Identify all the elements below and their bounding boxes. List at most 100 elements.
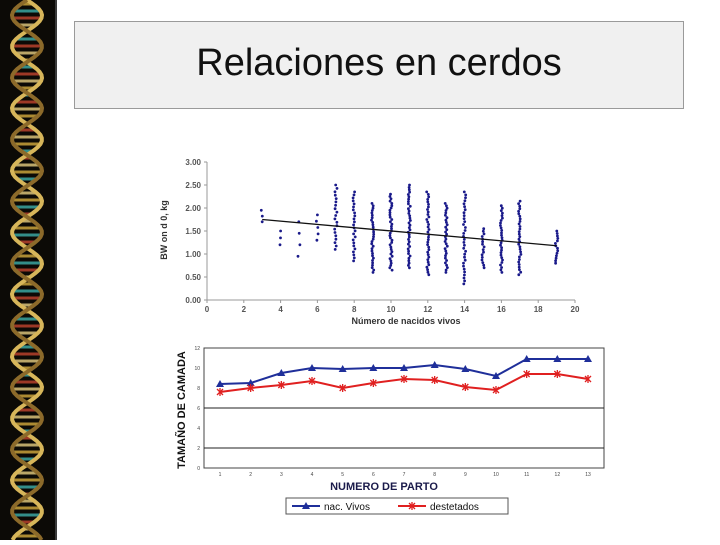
line-x-tick-label: 1 <box>219 472 222 478</box>
scatter-point <box>463 270 466 274</box>
line-x-tick-label: 8 <box>433 472 436 478</box>
scatter-point <box>389 220 392 224</box>
scatter-point <box>352 202 356 206</box>
scatter-point <box>407 202 410 206</box>
scatter-point <box>500 271 504 274</box>
scatter-point <box>352 244 356 248</box>
line-x-tick-label: 6 <box>372 472 375 478</box>
scatter-point <box>462 238 466 241</box>
scatter-point <box>445 223 449 227</box>
triangle-marker <box>430 361 439 368</box>
scatter-point <box>408 266 411 270</box>
scatter-x-tick-label: 8 <box>352 305 357 314</box>
scatter-point <box>443 247 447 250</box>
scatter-point <box>499 243 502 247</box>
scatter-point <box>296 254 300 258</box>
scatter-point <box>480 235 484 238</box>
scatter-x-tick-label: 10 <box>387 305 396 314</box>
scatter-point <box>554 242 557 245</box>
scatter-point <box>408 245 412 248</box>
scatter-point <box>427 205 430 209</box>
scatter-point <box>464 193 468 197</box>
scatter-point <box>370 240 374 243</box>
scatter-point <box>352 256 356 260</box>
scatter-point <box>407 188 411 192</box>
scatter-point <box>371 263 374 267</box>
scatter-point <box>500 246 503 250</box>
scatter-point <box>519 270 523 274</box>
scatter-point <box>407 186 411 189</box>
scatter-chart: 0.00 0.50 1.00 1.50 2.00 2.50 3.00 0 2 4 6 8 10 12 14… <box>159 158 580 326</box>
scatter-point <box>389 259 393 263</box>
scatter-point <box>444 209 448 212</box>
scatter-point <box>390 250 394 254</box>
scatter-point <box>500 206 504 210</box>
scatter-point <box>353 229 357 233</box>
scatter-point <box>501 216 504 220</box>
scatter-point <box>425 190 429 194</box>
scatter-point <box>372 256 375 260</box>
scatter-point <box>352 253 356 257</box>
scatter-point <box>445 216 449 220</box>
scatter-point <box>426 200 430 204</box>
scatter-point <box>407 195 411 199</box>
scatter-point <box>390 222 394 226</box>
scatter-point <box>408 183 411 187</box>
scatter-point <box>445 206 449 210</box>
scatter-point <box>407 212 411 215</box>
scatter-point <box>316 232 320 236</box>
triangle-marker <box>553 355 562 362</box>
line-y-label: TAMAÑO DE CAMADA <box>175 351 188 469</box>
scatter-point <box>408 228 412 232</box>
scatter-y-tick-label: 2.50 <box>185 181 201 190</box>
scatter-point <box>407 256 411 260</box>
scatter-point <box>462 267 466 271</box>
scatter-point <box>352 259 355 263</box>
triangle-marker <box>246 379 255 386</box>
line-y-tick-label: 0 <box>197 466 200 472</box>
scatter-point <box>427 228 431 231</box>
line-x-tick-label: 7 <box>403 472 406 478</box>
scatter-point <box>518 255 521 259</box>
scatter-point <box>427 273 431 277</box>
scatter-point <box>444 237 448 241</box>
scatter-point <box>407 261 411 265</box>
scatter-point <box>370 211 374 215</box>
scatter-point <box>462 264 465 268</box>
scatter-x-ticks: 0 2 4 6 8 10 12 14 16 18 20 <box>205 300 580 314</box>
scatter-point <box>315 219 318 223</box>
scatter-point <box>556 234 559 238</box>
line-x-tick-label: 10 <box>493 472 499 478</box>
scatter-point <box>444 213 447 217</box>
scatter-point <box>445 263 448 267</box>
line-x-tick-label: 9 <box>464 472 467 478</box>
scatter-point <box>389 252 393 256</box>
scatter-point <box>462 261 465 265</box>
scatter-point <box>500 256 504 259</box>
scatter-point <box>446 266 449 269</box>
scatter-point <box>426 198 430 201</box>
scatter-point <box>427 248 431 251</box>
scatter-point <box>500 236 504 240</box>
scatter-point <box>426 243 429 246</box>
scatter-point <box>352 193 356 197</box>
scatter-point <box>334 200 338 204</box>
scatter-point <box>371 244 375 248</box>
scatter-point <box>388 211 392 214</box>
scatter-point <box>426 220 430 224</box>
line-y-tick-label: 4 <box>197 426 200 432</box>
scatter-point <box>279 236 282 240</box>
scatter-point <box>333 207 337 211</box>
scatter-point <box>389 192 392 196</box>
scatter-point <box>371 261 374 265</box>
scatter-point <box>426 250 430 254</box>
scatter-point <box>444 252 448 255</box>
scatter-point <box>517 242 521 246</box>
scatter-point <box>482 245 486 249</box>
scatter-point <box>316 226 320 229</box>
scatter-point <box>481 248 485 251</box>
scatter-point <box>518 214 522 218</box>
scatter-point <box>388 215 392 219</box>
scatter-point <box>463 252 467 256</box>
scatter-point <box>427 235 430 239</box>
